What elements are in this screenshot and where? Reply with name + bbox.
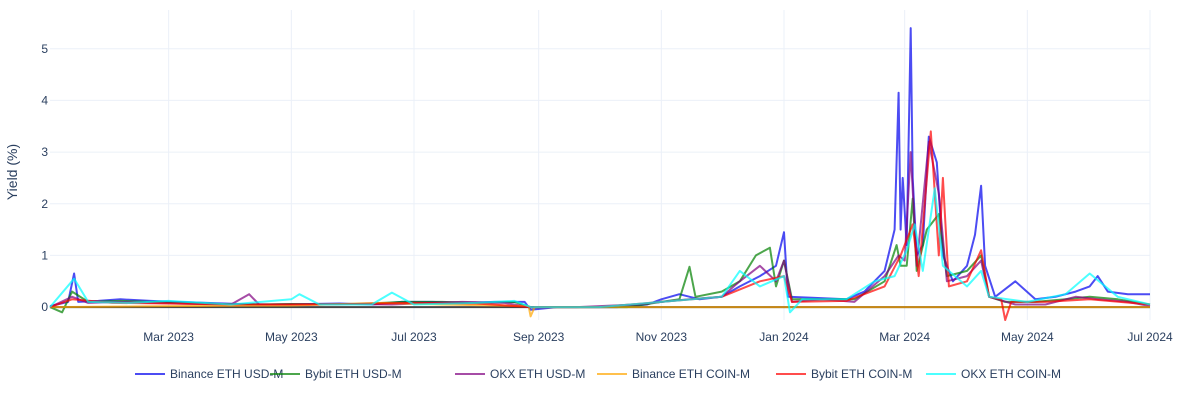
x-tick-label: Sep 2023 — [513, 330, 565, 344]
legend-label: Binance ETH COIN-M — [632, 367, 750, 381]
y-tick-label: 3 — [41, 145, 48, 159]
series-line-okx-eth-usd-m — [49, 140, 1151, 309]
y-tick-label: 0 — [41, 300, 48, 314]
legend-item[interactable]: Binance ETH USD-M — [135, 367, 283, 381]
x-tick-label: May 2023 — [265, 330, 318, 344]
x-tick-label: Jul 2024 — [1127, 330, 1173, 344]
series-line-okx-eth-coin-m — [49, 187, 1151, 314]
legend-item[interactable]: Bybit ETH USD-M — [270, 367, 402, 381]
legend-label: Bybit ETH USD-M — [305, 367, 402, 381]
legend-label: OKX ETH COIN-M — [961, 367, 1061, 381]
x-tick-label: Jul 2023 — [391, 330, 437, 344]
series-line-bybit-eth-coin-m — [49, 130, 1151, 321]
gridlines — [50, 10, 1151, 320]
x-tick-label: Nov 2023 — [636, 330, 688, 344]
legend-label: OKX ETH USD-M — [490, 367, 585, 381]
y-tick-label: 4 — [41, 93, 48, 107]
legend-item[interactable]: OKX ETH COIN-M — [926, 367, 1061, 381]
legend-label: Binance ETH USD-M — [170, 367, 283, 381]
x-tick-label: May 2024 — [1001, 330, 1054, 344]
x-tick-label: Jan 2024 — [759, 330, 809, 344]
y-tick-label: 5 — [41, 42, 48, 56]
y-tick-label: 2 — [41, 197, 48, 211]
x-tick-label: Mar 2024 — [879, 330, 930, 344]
series-lines — [49, 27, 1151, 321]
y-axis-ticks: 0 1 2 3 4 5 — [41, 42, 48, 314]
x-axis-ticks: Mar 2023 May 2023 Jul 2023 Sep 2023 Nov 2023… — [143, 330, 1173, 344]
x-tick-label: Mar 2023 — [143, 330, 194, 344]
legend-item[interactable]: Binance ETH COIN-M — [597, 367, 750, 381]
legend: Binance ETH USD-M Bybit ETH USD-M OKX ETH … — [135, 367, 1061, 381]
legend-label: Bybit ETH COIN-M — [811, 367, 912, 381]
y-tick-label: 1 — [41, 248, 48, 262]
legend-item[interactable]: Bybit ETH COIN-M — [776, 367, 912, 381]
y-axis-title: Yield (%) — [4, 144, 20, 200]
legend-item[interactable]: OKX ETH USD-M — [455, 367, 585, 381]
